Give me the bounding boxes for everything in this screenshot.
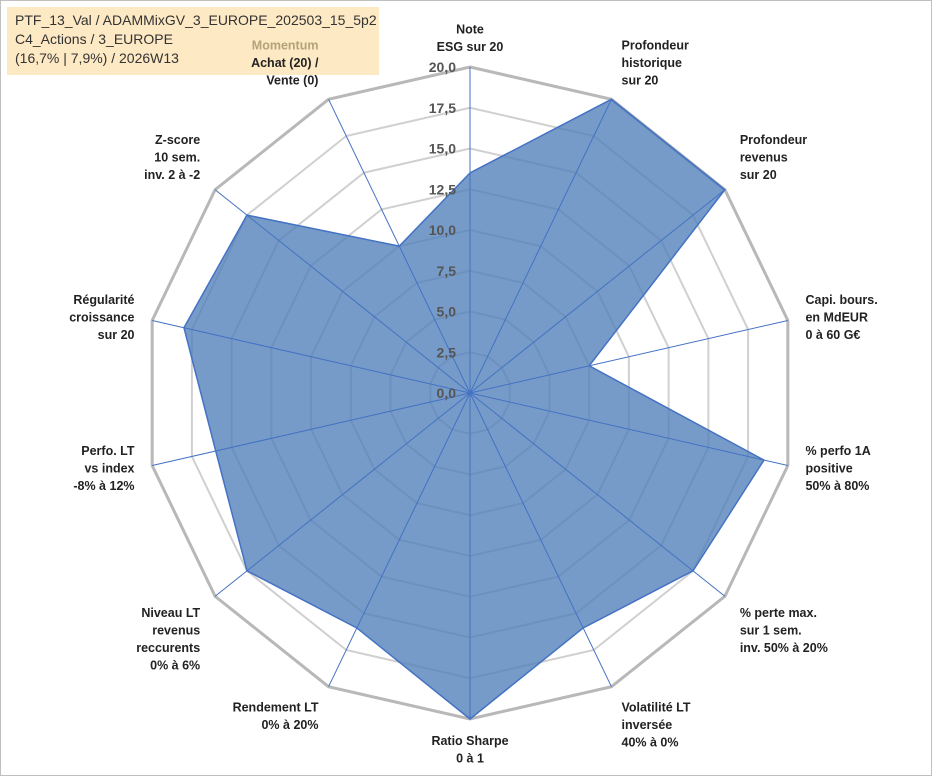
- axis-label: inv. 50% à 20%: [740, 641, 828, 655]
- axis-spoke: [214, 392, 471, 597]
- axis-label: Profondeur: [622, 39, 689, 53]
- axis-label: historique: [622, 56, 682, 70]
- axis-label: 10 sem.: [154, 151, 200, 165]
- axis-label: -8% à 12%: [73, 479, 134, 493]
- axis-label: Achat (20) /: [251, 56, 319, 70]
- tick-label: 10,0: [429, 222, 456, 238]
- axis-label: Volatilité LT: [622, 700, 691, 714]
- axis-label: revenus: [740, 151, 788, 165]
- axis-label: Profondeur: [740, 133, 807, 147]
- axis-label: Niveau LT: [141, 606, 200, 620]
- chart-header: PTF_13_Val / ADAMMixGV_3_EUROPE_202503_1…: [7, 7, 379, 75]
- tick-label: 0,0: [437, 385, 457, 401]
- axis-label: sur 20: [622, 74, 659, 88]
- axis-label: positive: [805, 462, 852, 476]
- tick-label: 2,5: [437, 344, 457, 360]
- axis-label: % perfo 1A: [805, 444, 870, 458]
- axis-label: vs index: [84, 462, 134, 476]
- tick-label: 20,0: [429, 59, 456, 75]
- header-line-3: (16,7% | 7,9%) / 2026W13: [15, 50, 179, 66]
- axis-label: Ratio Sharpe: [431, 734, 508, 748]
- axis-label: 0 à 1: [456, 752, 484, 766]
- tick-label: 15,0: [429, 141, 456, 157]
- axis-label: % perte max.: [740, 606, 817, 620]
- axis-label: Momentum: [252, 39, 319, 53]
- axis-label: sur 1 sem.: [740, 623, 802, 637]
- axis-label: Rendement LT: [233, 700, 319, 714]
- axis-label: sur 20: [98, 328, 135, 342]
- axis-label: Régularité: [73, 293, 134, 307]
- axis-spoke: [214, 189, 471, 394]
- axis-spoke: [328, 99, 471, 394]
- axis-label: 50% à 80%: [805, 479, 869, 493]
- axis-label: Vente (0): [266, 74, 318, 88]
- axis-label: Perfo. LT: [81, 444, 135, 458]
- axis-spoke: [152, 319, 471, 394]
- axis-spoke: [469, 392, 612, 687]
- header-line-2: C4_Actions / 3_EUROPE: [15, 31, 173, 47]
- axis-label: 0 à 60 G€: [805, 328, 860, 342]
- tick-label: 12,5: [429, 181, 456, 197]
- header-line-1: PTF_13_Val / ADAMMixGV_3_EUROPE_202503_1…: [15, 12, 377, 28]
- axis-spoke: [469, 99, 612, 394]
- axis-label: Capi. bours.: [805, 293, 877, 307]
- tick-label: 5,0: [437, 304, 457, 320]
- series-polygon: [183, 98, 766, 720]
- axis-label: 40% à 0%: [622, 735, 679, 749]
- axis-spoke: [469, 189, 726, 394]
- axis-spoke: [469, 319, 788, 394]
- axis-label: Z-score: [155, 133, 200, 147]
- axis-label: Note: [456, 23, 484, 37]
- axis-spoke: [152, 392, 471, 467]
- axis-label: sur 20: [740, 168, 777, 182]
- axis-label: inversée: [622, 718, 673, 732]
- axis-label: croissance: [69, 310, 134, 324]
- axis-label: ESG sur 20: [437, 40, 504, 54]
- axis-spoke: [469, 392, 726, 597]
- axis-label: revenus: [152, 623, 200, 637]
- axis-label: 0% à 6%: [150, 658, 200, 672]
- axis-label: 0% à 20%: [261, 718, 318, 732]
- axis-label: en MdEUR: [805, 310, 868, 324]
- tick-label: 7,5: [437, 263, 457, 279]
- axis-label: inv. 2 à -2: [144, 168, 200, 182]
- axis-spoke: [469, 392, 788, 467]
- axis-spoke: [328, 392, 471, 687]
- tick-label: 17,5: [429, 100, 456, 116]
- axis-label: reccurents: [136, 641, 200, 655]
